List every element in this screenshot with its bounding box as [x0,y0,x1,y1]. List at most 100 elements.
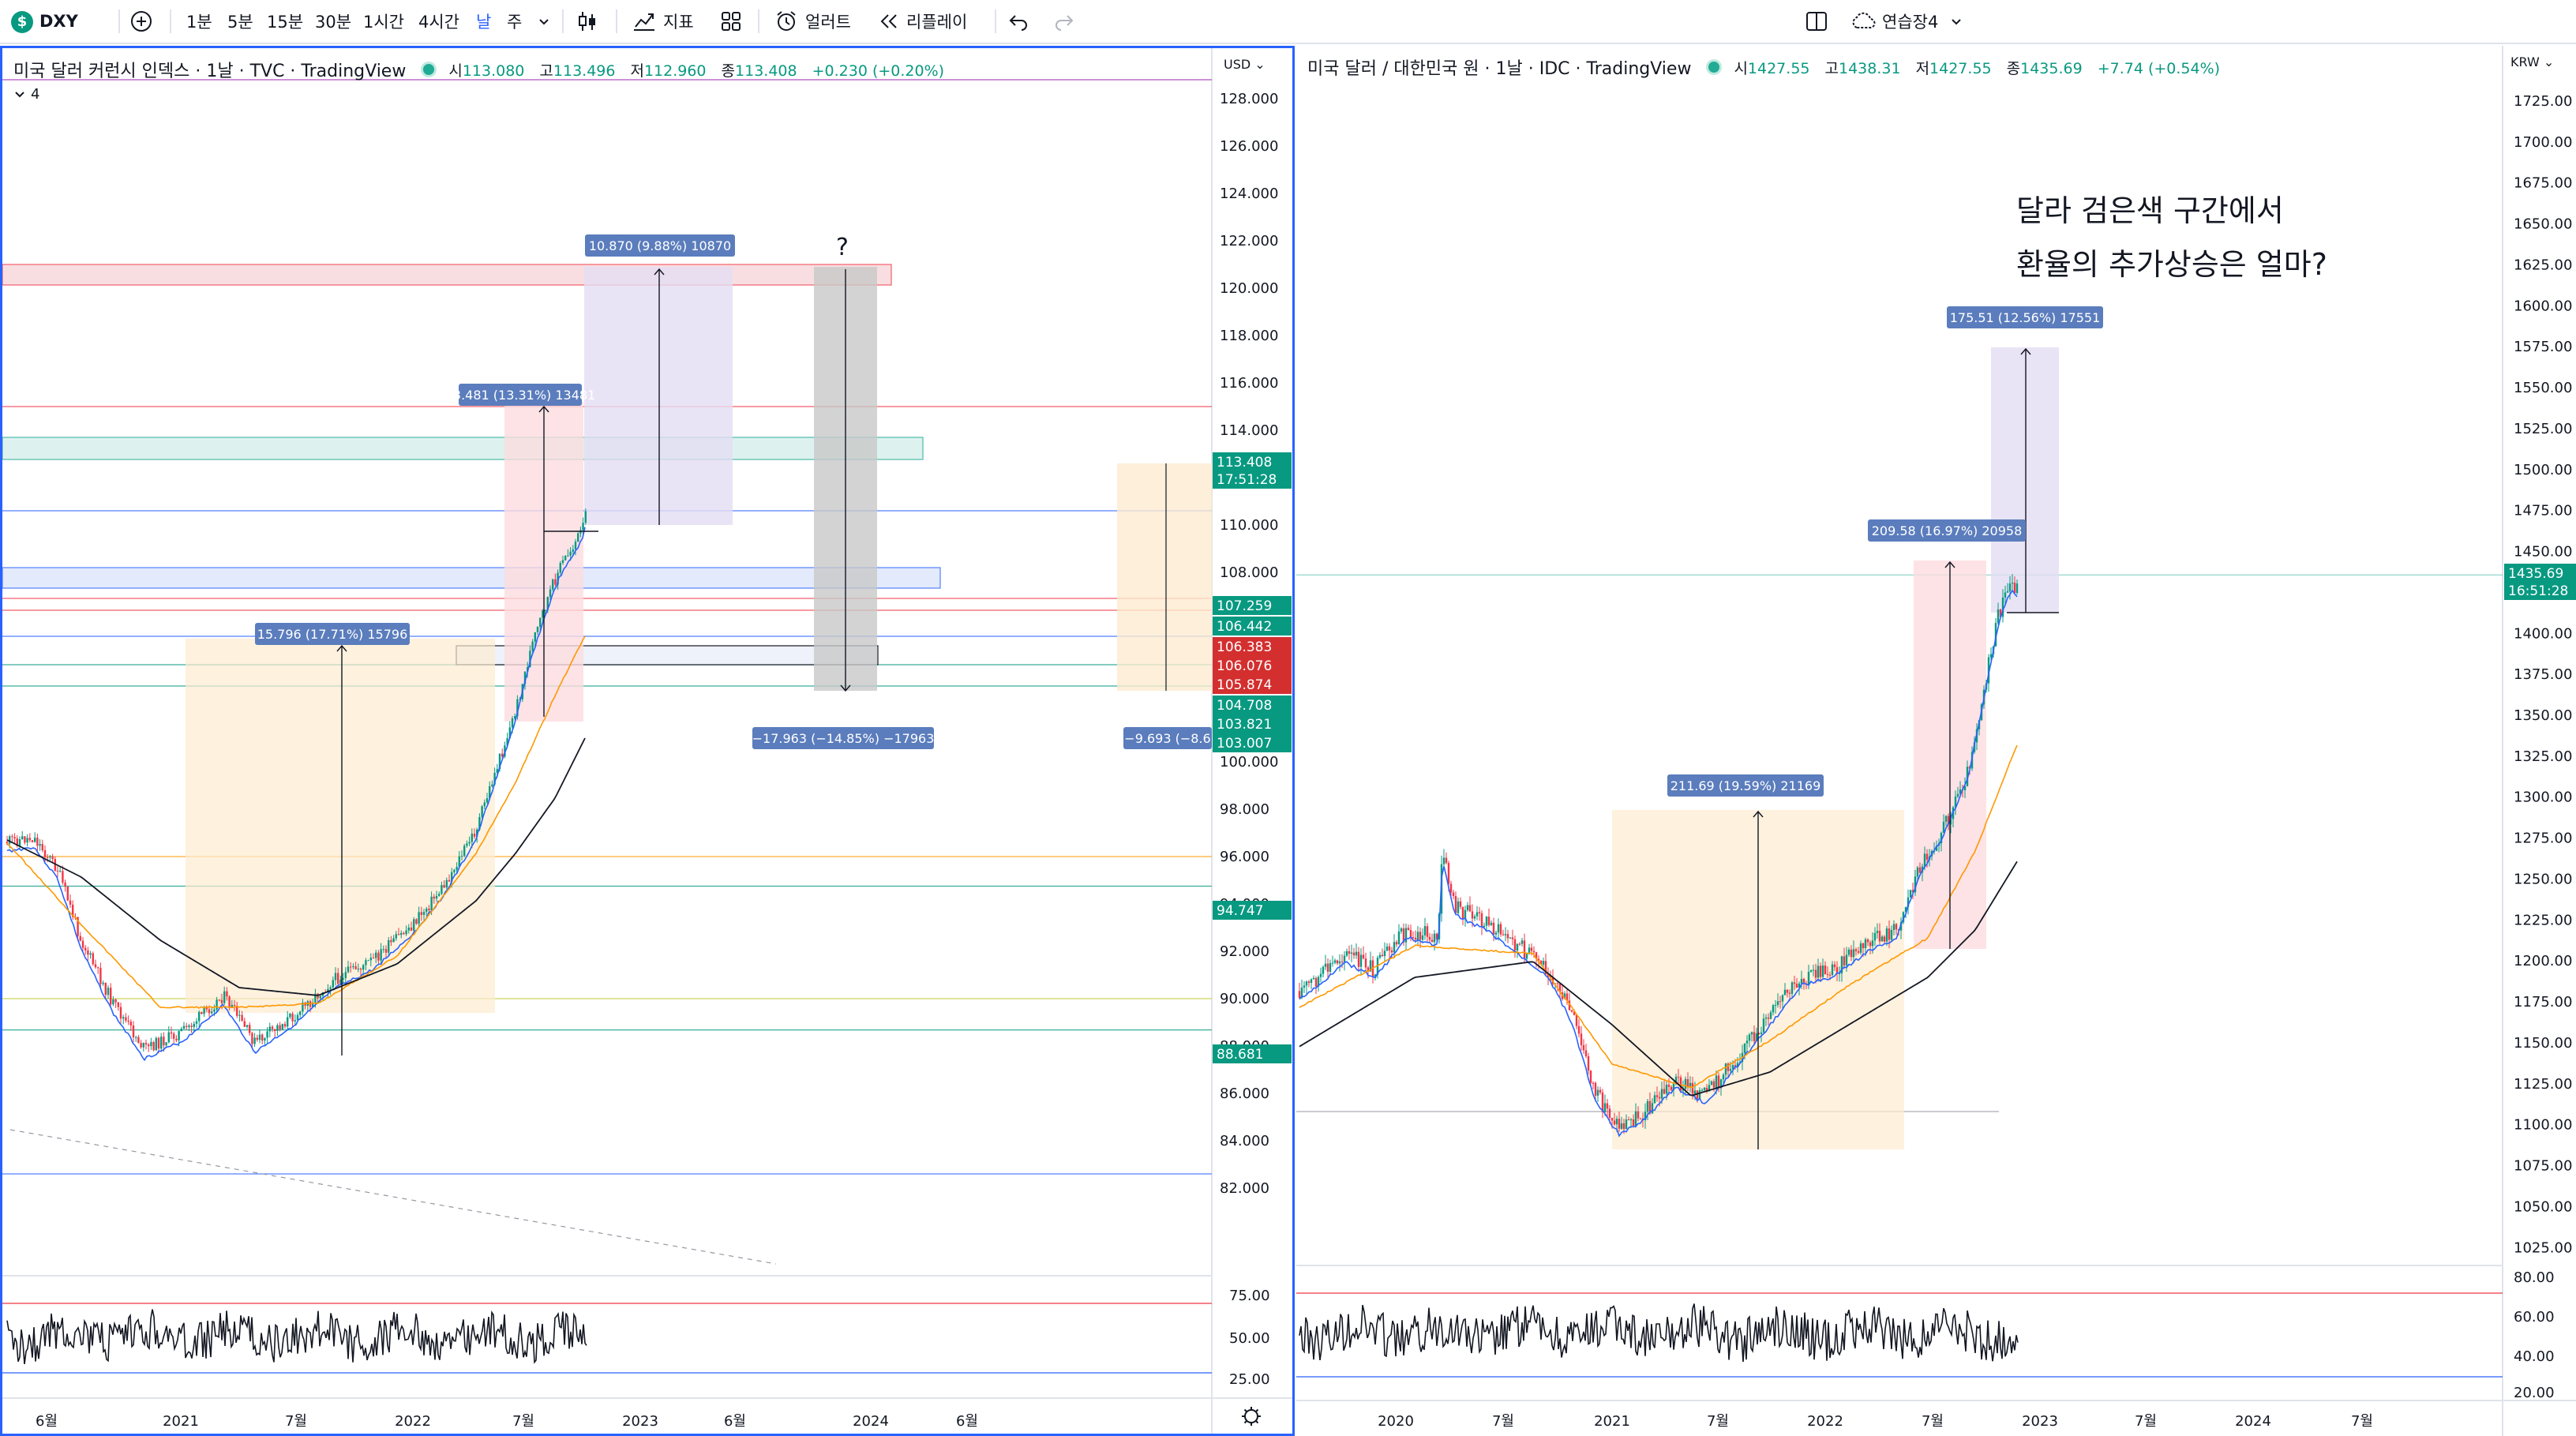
candle-body [486,798,489,803]
candle-body [1693,1090,1697,1094]
left-chart-pane[interactable]: USD ⌄ 128.000 126.000 124.000 122.000 120.000… [0,46,1295,1436]
candle-body [1689,1082,1692,1087]
add-symbol-button[interactable] [129,0,153,43]
candle-body [178,1031,180,1040]
chart-type-button[interactable] [576,0,598,43]
layout-button[interactable] [1805,0,1828,43]
price-badge: 104.708 [1217,698,1272,714]
undo-button[interactable] [1007,0,1029,43]
right-chart-pane[interactable]: KRW ⌄ 1725.00 1700.00 1675.00 1650.00 1625.00… [1296,46,2576,1436]
candle-body [1956,793,1959,797]
price-badge: 106.076 [1217,658,1272,674]
settings-gear-icon[interactable] [1242,1407,1261,1426]
candle-body [1357,951,1360,967]
price-badge-bg [1213,637,1292,656]
interval-4h[interactable]: 4시간 [418,13,460,32]
candle-body [339,979,342,984]
candle-body [567,555,569,557]
candle-body [1497,924,1500,933]
interval-1d[interactable]: 날 [476,13,492,32]
right-price-tick: 1525.00 [2514,421,2572,437]
left-time-tick: 2022 [395,1413,431,1430]
candle-body [1589,1070,1592,1083]
indicators-button[interactable]: 지표 [632,0,694,43]
candle-body [144,1043,148,1045]
candle-body [1421,935,1424,940]
measure-label-orange: 15.796 (17.71%) 15796 [257,627,408,642]
candle-body [1402,928,1405,943]
candle-body [489,785,491,799]
right-price-tick: 1550.00 [2514,380,2572,396]
replay-button[interactable]: 리플레이 [878,0,967,43]
candle-body [314,993,317,1003]
candle-body [1854,949,1858,951]
candle-body [1852,949,1855,958]
candle-body [195,1021,198,1024]
candle-body [334,973,337,980]
interval-1h[interactable]: 1시간 [363,13,405,32]
candle-body [1300,987,1303,999]
interval-1w[interactable]: 주 [507,13,523,32]
price-badge-bg [1213,696,1292,714]
candle-body [536,626,539,632]
candle-body [1862,943,1865,949]
left-price-tick: 122.000 [1220,233,1278,249]
candle-body [1824,965,1827,974]
candle-body [1492,922,1495,935]
cloud-icon [1852,12,1876,28]
left-price-tick: 116.000 [1220,375,1278,392]
left-currency-dropdown[interactable]: USD ⌄ [1224,57,1266,72]
candle-body [384,949,388,953]
candle-body [1362,954,1365,959]
candle-body [1892,924,1895,931]
rewind-icon [880,14,897,28]
candle-body [1731,1065,1734,1070]
candle-body [1660,1089,1663,1099]
candle-body [54,859,56,871]
candle-body [271,1026,274,1029]
right-symbol-title[interactable]: 미국 달러 / 대한민국 원 · 1날 · IDC · TradingView [1307,59,1692,79]
left-symbol-title[interactable]: 미국 달러 커런시 인덱스 · 1날 · TVC · TradingView [13,62,407,81]
layout-save-button[interactable]: 연습장4 [1849,0,1963,43]
right-price-tick: 1675.00 [2514,175,2572,192]
candle-body [1584,1050,1588,1056]
candle-body [1847,949,1850,955]
alert-button[interactable]: 얼러트 [774,0,851,43]
candle-body [122,1017,125,1019]
indicators-collapse-toggle[interactable]: 4 [13,86,39,103]
interval-15m[interactable]: 15분 [267,13,304,32]
candle-body [1966,767,1969,786]
templates-button[interactable] [720,0,742,43]
right-price-badge: 1435.69 [2508,566,2563,582]
candle-body [1544,961,1547,975]
interval-dropdown[interactable] [537,0,551,43]
left-chart-canvas[interactable]: USD ⌄ 128.000 126.000 124.000 122.000 120.000… [2,48,1292,1434]
right-currency-dropdown[interactable]: KRW ⌄ [2510,54,2554,69]
right-price-tick: 1700.00 [2514,134,2572,151]
left-rsi-tick: 75.00 [1229,1288,1270,1304]
candle-body [1783,989,1787,995]
candle-body [400,932,403,935]
interval-1m[interactable]: 1분 [186,13,212,32]
candle-body [241,1014,243,1022]
left-time-tick: 2024 [853,1413,889,1430]
candle-body [496,769,498,773]
left-price-tick: 120.000 [1220,280,1278,297]
candle-body [135,1037,137,1038]
candle-body [468,842,471,844]
symbol-search-button[interactable]: DXY [39,12,78,31]
interval-30m[interactable]: 30분 [315,13,352,32]
indicator-count: 4 [31,86,40,103]
candle-body [1632,1119,1635,1127]
candle-body [1724,1063,1727,1075]
right-chart-canvas[interactable]: KRW ⌄ 1725.00 1700.00 1675.00 1650.00 1625.00… [1296,46,2576,1436]
candle-body [1509,937,1512,939]
candle-body [163,1037,165,1046]
candle-body [441,885,443,894]
measure-arrow-orange-head [1753,810,1764,818]
candle-body [1575,1014,1578,1026]
redo-button[interactable] [1053,0,1075,43]
candle-body [559,563,561,573]
interval-5m[interactable]: 5분 [227,13,253,32]
replay-label: 리플레이 [906,13,968,32]
